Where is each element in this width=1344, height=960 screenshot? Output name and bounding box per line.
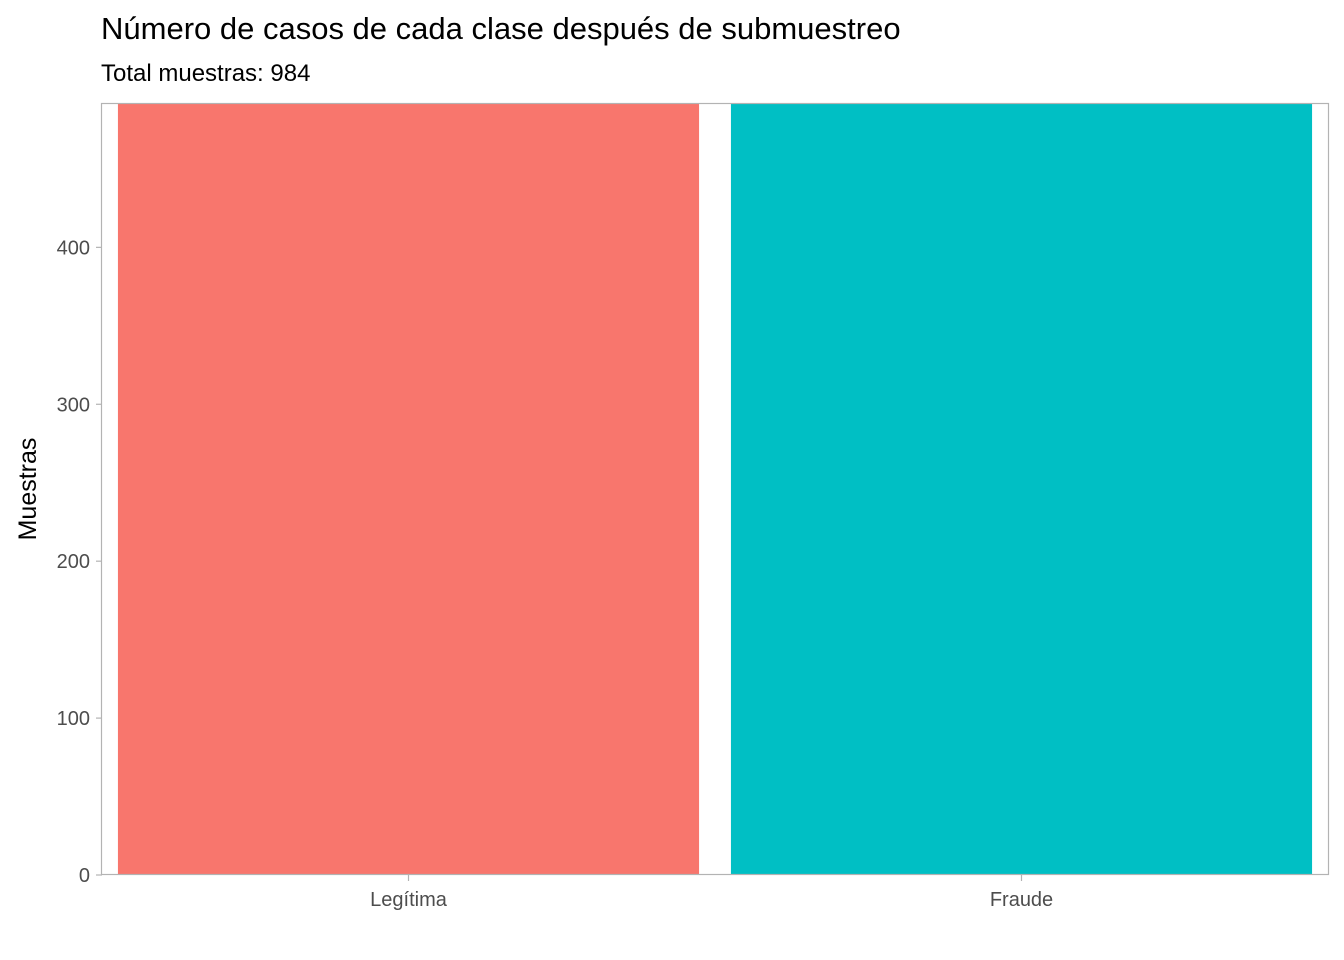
- bar-1: [730, 103, 1313, 875]
- y-tick-label: 400: [57, 237, 90, 259]
- bars-group: [117, 103, 1313, 875]
- chart-subtitle: Total muestras: 984: [101, 60, 310, 87]
- y-tick-label: 100: [57, 708, 90, 730]
- x-tick-label: Fraude: [990, 889, 1053, 911]
- bar-0: [117, 103, 700, 875]
- y-axis-label: Muestras: [14, 438, 42, 541]
- y-tick-label: 0: [79, 865, 90, 887]
- y-tick-label: 300: [57, 394, 90, 416]
- chart-title: Número de casos de cada clase después de…: [101, 11, 901, 46]
- x-axis: Legítima Fraude: [370, 875, 1053, 911]
- x-tick-label: Legítima: [370, 889, 448, 911]
- y-axis: 0 100 200 300 400: [57, 237, 102, 887]
- plot-panel-border: [100, 102, 1330, 876]
- y-tick-label: 200: [57, 551, 90, 573]
